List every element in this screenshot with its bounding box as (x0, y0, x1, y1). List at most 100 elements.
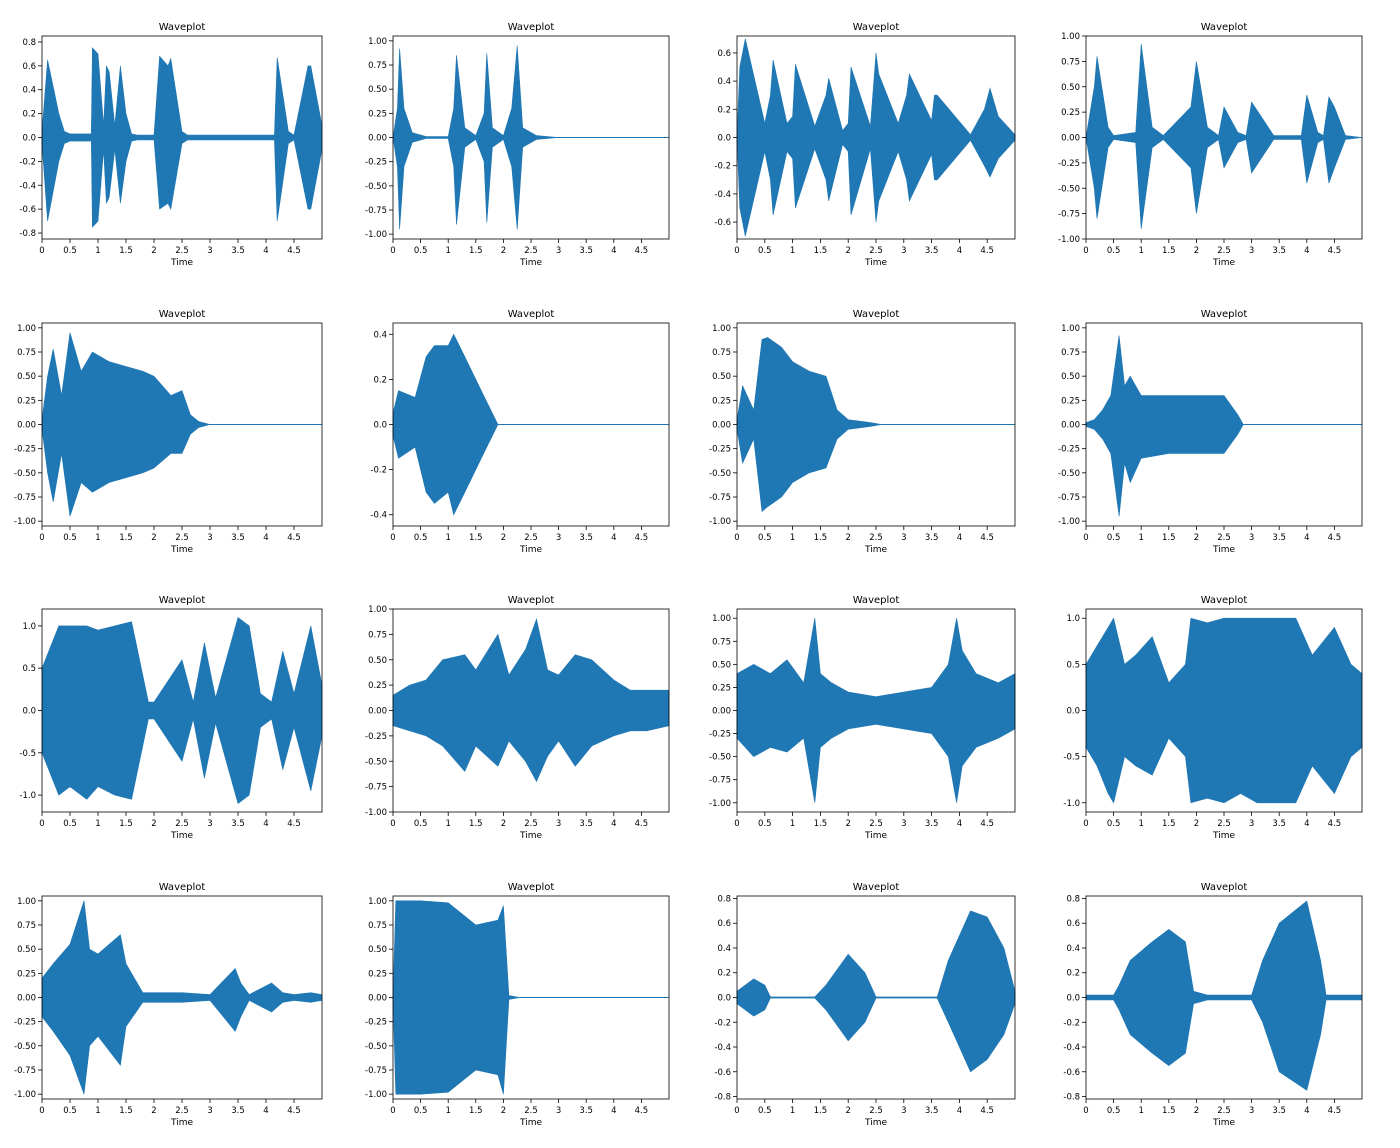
x-tick-label: 4 (1304, 819, 1309, 829)
panel-title: Waveplot (508, 595, 555, 606)
y-tick-label: 0.00 (368, 707, 387, 717)
x-tick-label: 0.5 (414, 533, 428, 543)
x-tick-label: 0 (1083, 1106, 1088, 1116)
x-tick-label: 3 (556, 819, 561, 829)
y-tick-label: -1.0 (19, 791, 36, 801)
y-tick-label: 0.2 (373, 375, 387, 385)
y-tick-label: 0.75 (17, 348, 36, 358)
x-tick-label: 4.5 (980, 1106, 994, 1116)
x-axis-label: Time (519, 1118, 542, 1128)
x-tick-label: 1 (1138, 533, 1143, 543)
x-tick-label: 3 (901, 819, 906, 829)
x-tick-label: 0 (1083, 533, 1088, 543)
panel-title: Waveplot (159, 882, 206, 893)
y-tick-label: 0.00 (17, 421, 36, 431)
x-tick-label: 1.5 (814, 533, 828, 543)
x-tick-label: 2.5 (1217, 533, 1231, 543)
x-tick-label: 4 (957, 533, 962, 543)
x-tick-label: 2.5 (1217, 246, 1231, 256)
x-tick-label: 2.5 (869, 1106, 883, 1116)
y-tick-label: -0.6 (714, 1068, 731, 1078)
x-tick-label: 3.5 (1272, 819, 1286, 829)
x-tick-label: 4 (1304, 533, 1309, 543)
x-tick-label: 1.5 (119, 819, 133, 829)
x-tick-label: 4.5 (1328, 533, 1342, 543)
x-tick-label: 3.5 (231, 819, 245, 829)
y-tick-label: -0.25 (14, 1018, 36, 1028)
x-axis-label: Time (519, 545, 542, 555)
x-tick-label: 1.5 (1162, 1106, 1176, 1116)
x-tick-label: 3 (207, 533, 212, 543)
y-tick-label: 0.0 (22, 134, 36, 144)
waveplot-panel-16: Waveplot 0 0.5 1 1.5 2 2.5 3 3.5 4 4.5 -0.8 -0.6 -0.4… (1063, 882, 1363, 1128)
y-tick-label: -0.8 (1063, 1093, 1080, 1103)
y-tick-label: -0.75 (709, 493, 731, 503)
x-tick-label: 0 (390, 533, 395, 543)
y-tick-label: 0.0 (717, 994, 731, 1004)
y-tick-label: -0.50 (365, 1042, 387, 1052)
y-tick-label: -0.6 (19, 205, 36, 215)
x-tick-label: 4.5 (1328, 1106, 1342, 1116)
x-tick-label: 4.5 (287, 246, 301, 256)
y-tick-label: 0.4 (717, 944, 731, 954)
y-tick-label: 0.75 (368, 921, 387, 931)
x-tick-label: 2 (1194, 819, 1199, 829)
x-tick-label: 4.5 (635, 246, 649, 256)
y-tick-label: 1.0 (22, 622, 36, 632)
y-tick-label: -0.75 (365, 1066, 387, 1076)
x-tick-label: 1 (1138, 1106, 1143, 1116)
x-axis-label: Time (170, 1118, 193, 1128)
x-tick-label: 3 (556, 246, 561, 256)
y-tick-label: -0.50 (1058, 469, 1080, 479)
x-tick-label: 0.5 (758, 1106, 772, 1116)
x-tick-label: 3.5 (579, 1106, 593, 1116)
x-tick-label: 1.5 (1162, 533, 1176, 543)
y-tick-label: -1.00 (365, 230, 387, 240)
x-tick-label: 1.5 (814, 1106, 828, 1116)
x-tick-label: 3.5 (1272, 246, 1286, 256)
x-tick-label: 4 (263, 246, 268, 256)
y-tick-label: -0.5 (1063, 753, 1080, 763)
y-tick-label: -0.6 (714, 218, 731, 228)
y-tick-label: 0.00 (1061, 134, 1080, 144)
waveform (1085, 44, 1363, 229)
x-tick-label: 3 (207, 819, 212, 829)
y-tick-label: -0.25 (709, 445, 731, 455)
x-tick-label: 1 (445, 533, 450, 543)
x-tick-label: 2 (1194, 1106, 1199, 1116)
y-tick-label: 0.00 (368, 134, 387, 144)
y-tick-label: 1.00 (712, 614, 731, 624)
y-tick-label: -0.4 (1063, 1043, 1080, 1053)
y-tick-label: 1.00 (1061, 324, 1080, 334)
x-axis-label: Time (519, 258, 542, 268)
x-tick-label: 2.5 (524, 246, 538, 256)
y-tick-label: -1.00 (709, 799, 731, 809)
y-tick-label: 0.6 (717, 919, 731, 929)
y-tick-label: -0.75 (14, 1066, 36, 1076)
y-tick-label: 0.75 (17, 921, 36, 931)
y-tick-label: 0.00 (712, 421, 731, 431)
x-tick-label: 0.5 (63, 246, 77, 256)
y-tick-label: 0.75 (368, 630, 387, 640)
x-tick-label: 2.5 (175, 1106, 189, 1116)
x-tick-label: 0.5 (1107, 819, 1121, 829)
x-tick-label: 3.5 (925, 246, 939, 256)
y-tick-label: -0.25 (365, 158, 387, 168)
y-tick-label: -0.25 (14, 445, 36, 455)
y-tick-label: 0.75 (368, 61, 387, 71)
x-tick-label: 1 (95, 246, 100, 256)
x-tick-label: 0 (39, 246, 44, 256)
x-tick-label: 0 (390, 1106, 395, 1116)
y-tick-label: 0.8 (1066, 894, 1080, 904)
waveplot-panel-11: Waveplot 0 0.5 1 1.5 2 2.5 3 3.5 4 4.5 -1.00 -0.75 -0… (709, 595, 1016, 841)
x-tick-label: 2.5 (524, 533, 538, 543)
x-tick-label: 4.5 (980, 819, 994, 829)
waveplot-panel-14: Waveplot 0 0.5 1 1.5 2 2.5 3 3.5 4 4.5 -1.00 -0.75 -0… (365, 882, 670, 1128)
panel-title: Waveplot (853, 882, 900, 893)
y-tick-label: -0.50 (365, 182, 387, 192)
x-axis-label: Time (1212, 545, 1235, 555)
y-tick-label: -0.75 (709, 776, 731, 786)
waveplot-panel-2: Waveplot 0 0.5 1 1.5 2 2.5 3 3.5 4 4.5 -1.00 -0.75 -0… (365, 22, 670, 268)
y-tick-label: -0.6 (1063, 1068, 1080, 1078)
